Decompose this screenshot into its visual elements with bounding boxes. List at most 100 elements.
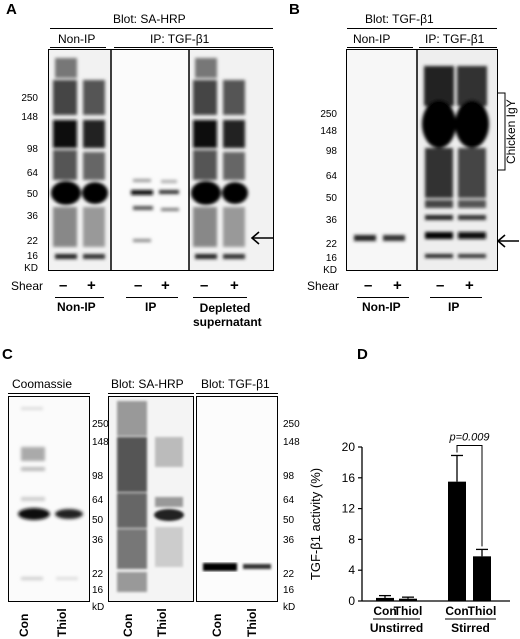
x-tick-label: Con [445,604,468,618]
panel-a-bottom-depleted: Depleted supernatant [193,301,262,329]
x-tick-label: Con [373,604,396,618]
panel-b-blot-frame [346,49,498,271]
p-value-annotation: p=0.009 [448,431,489,443]
panel-c-mw-98: 98 [92,471,104,482]
panel-c-lane-thiol-3: Thiol [245,608,259,637]
group-label: Stirred [451,621,490,635]
panel-b-bottom-ip: IP [448,300,460,314]
panel-b-shear-label: Shear [307,279,340,293]
panel-c-mw-250: 250 [92,419,109,430]
y-tick-label: 8 [348,532,355,546]
panel-c-r-mw-16: 16 [283,585,295,596]
significance-bracket [456,444,483,547]
panel-c-r-mw-36: 36 [283,535,295,546]
panel-a-sign-5: – [200,277,209,294]
panel-c-r-mw-22: 22 [283,569,295,580]
panel-c-mw-16: 16 [92,585,104,596]
panel-a-letter: A [6,1,17,18]
panel-a-group-ip: IP: TGF-β1 [150,32,210,46]
panel-a-mw-98: 98 [26,144,38,155]
panel-b-igy-label: Chicken IgY [504,99,518,164]
panel-c-r-mw-unit: kD [283,602,296,613]
panel-a-nonip-bracket [55,297,104,298]
panel-a-sign-1: – [59,277,68,294]
panel-c-blot2-underline [196,393,278,394]
y-axis-label: TGF-β1 activity (%) [308,468,323,580]
panel-c-blot1-underline [108,393,194,394]
panel-c-mw-50: 50 [92,515,104,526]
panel-b-sign-1: – [364,277,373,294]
panel-b-mw-148: 148 [320,126,337,137]
panel-a-blot-frame [48,49,274,271]
y-tick-label: 20 [342,440,356,454]
panel-b-bottom-nonip: Non-IP [362,300,401,314]
panel-b-nonip-underline [347,47,413,48]
coomassie-gel-image [9,397,89,601]
panel-b-mw-50: 50 [325,193,337,204]
panel-c-coomassie-title: Coomassie [12,377,73,391]
panel-c-blot1-title: Blot: SA-HRP [111,377,184,391]
panel-c-lane-thiol-2: Thiol [155,608,169,637]
panel-c-mw-36: 36 [92,535,104,546]
panel-a-blot-title: Blot: SA-HRP [113,12,186,26]
panel-c-letter: C [2,346,13,363]
arrow-icon [496,234,519,248]
panel-a-title-underline [50,28,273,29]
y-tick-label: 16 [342,471,356,485]
bar [376,597,394,601]
panel-c-r-mw-98: 98 [283,471,295,482]
panel-b-letter: B [289,1,300,18]
panel-a-mw-64: 64 [26,168,38,179]
panel-a-blot-image [49,50,273,270]
panel-b-title-underline [347,28,497,29]
group-label: Unstirred [370,621,423,635]
panel-b-ip-underline [419,47,497,48]
panel-c-blot2-title: Blot: TGF-β1 [201,377,270,391]
panel-b-blot-image [347,50,497,270]
panel-b-mw-16: 16 [325,253,337,264]
y-tick-label: 0 [348,594,355,608]
panel-c-mw-22: 22 [92,569,104,580]
panel-a-mw-unit: KD [24,263,38,274]
panel-b-ip-bracket [430,297,482,298]
panel-b-mw-64: 64 [325,171,337,182]
panel-a-mw-50: 50 [26,189,38,200]
y-tick-label: 4 [348,563,355,577]
panel-a-bottom-nonip: Non-IP [57,300,96,314]
panel-d-letter: D [357,346,368,363]
tgfb1-gel-image [197,397,277,601]
panel-a-depleted-bracket [193,297,247,298]
panel-b-mw-250: 250 [320,109,337,120]
panel-c-tgfb1-gel [196,396,278,602]
panel-a-sign-6: + [230,277,239,294]
panel-a-shear-label: Shear [11,279,44,293]
panel-c-lane-thiol-1: Thiol [55,608,69,637]
panel-a-mw-148: 148 [21,112,38,123]
panel-b-mw-36: 36 [325,215,337,226]
panel-c-sahrp-gel [108,396,194,602]
panel-b-blot-title: Blot: TGF-β1 [365,12,434,26]
panel-a-bottom-ip: IP [145,300,157,314]
panel-c-mw-148: 148 [92,437,109,448]
x-tick-label: Thiol [394,604,423,618]
panel-b-sign-4: + [465,277,474,294]
bar [399,598,417,601]
panel-c-r-mw-148: 148 [283,437,300,448]
panel-c-mw-64: 64 [92,495,104,506]
panel-b-group-ip: IP: TGF-β1 [425,32,485,46]
panel-b-mw-98: 98 [325,146,337,157]
panel-a-sign-2: + [87,277,96,294]
x-tick-label: Thiol [468,604,497,618]
panel-b-sign-3: – [436,277,445,294]
panel-c-r-mw-50: 50 [283,515,295,526]
panel-a-ip-bracket [126,297,178,298]
igy-bracket [498,92,506,171]
panel-a-mw-16: 16 [26,251,38,262]
panel-b-group-nonip: Non-IP [353,32,391,46]
panel-c-lane-con-2: Con [121,613,135,637]
panel-a-mw-22: 22 [26,236,38,247]
panel-a-nonip-underline [50,47,106,48]
panel-a-sign-4: + [161,277,170,294]
bar [473,556,491,601]
